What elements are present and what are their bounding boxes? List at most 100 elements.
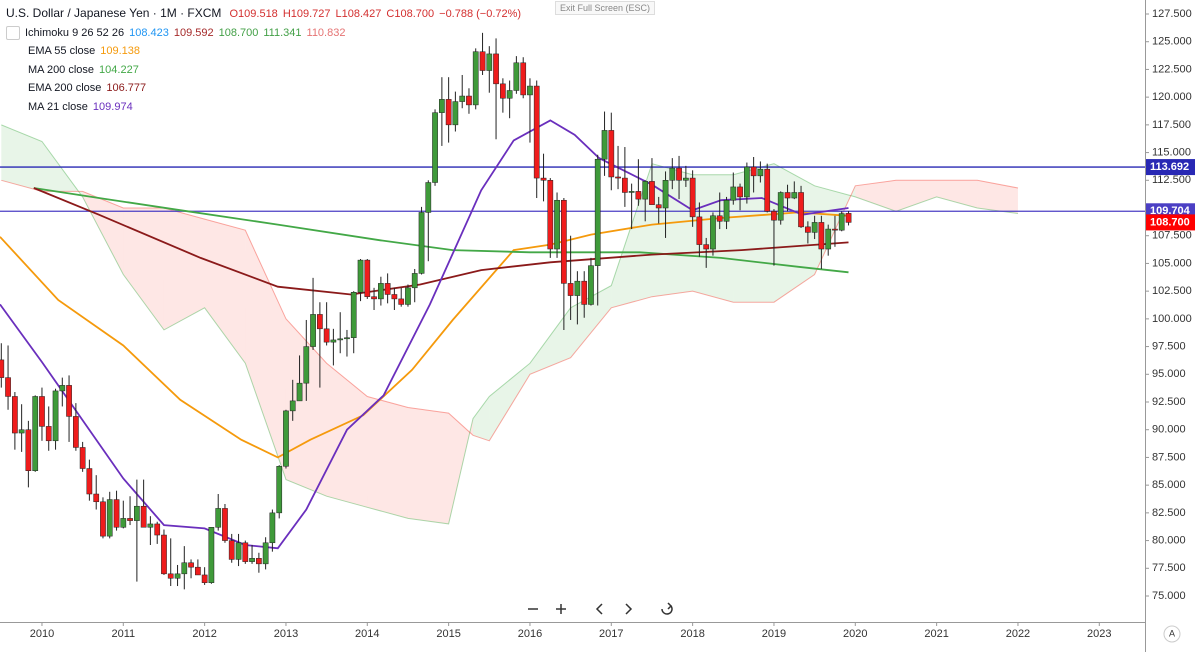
candle-body (777, 192, 784, 221)
y-tick-label: 102.500 (1152, 285, 1192, 297)
candle-body (601, 130, 608, 160)
candle-body (723, 199, 730, 222)
candle-body (466, 95, 472, 106)
candle-body (574, 280, 581, 296)
candle-body (493, 53, 499, 85)
candle-body (350, 292, 357, 338)
auto-scale-label[interactable]: A (1169, 628, 1175, 638)
x-tick-label: 2012 (192, 628, 216, 640)
candle-body (445, 99, 452, 126)
candle-body (215, 508, 222, 528)
candle-body (378, 283, 384, 300)
candle-body (140, 505, 147, 528)
candle-body (432, 112, 438, 183)
indicator-value: 111.341 (263, 26, 302, 39)
candle-body (811, 222, 818, 233)
cloud-fill (204, 219, 246, 364)
candle-body (310, 314, 316, 347)
plot-area (0, 32, 1145, 590)
candle-body (642, 181, 649, 200)
candle-body (479, 51, 486, 71)
indicator-line (33, 187, 849, 274)
candle-body (608, 130, 615, 178)
price-badge-label: 113.692 (1150, 161, 1189, 173)
y-tick-label: 80.000 (1152, 534, 1186, 546)
candle-body (371, 296, 377, 300)
candle-body (628, 191, 635, 193)
candle-body (554, 199, 560, 250)
indicator-value: 108.423 (129, 26, 169, 39)
candle-body (649, 181, 655, 205)
cloud-fill (41, 141, 83, 197)
exit-fullscreen[interactable]: Exit Full Screen (ESC) (555, 1, 656, 15)
collapse-button[interactable] (6, 25, 20, 40)
candle-body (249, 558, 255, 562)
candle-body (805, 226, 811, 233)
candle-body (689, 177, 696, 218)
y-tick-label: 90.000 (1152, 424, 1186, 436)
ohlc-open: O109.518 (229, 8, 278, 20)
candle-body (66, 385, 72, 417)
cloud-fill (285, 318, 327, 497)
x-tick-label: 2022 (1006, 628, 1030, 640)
cloud-span-a (1, 124, 1019, 525)
candle-body (100, 501, 106, 537)
candle-body (676, 167, 682, 181)
scroll-left[interactable] (595, 603, 603, 615)
candle-body (86, 468, 93, 495)
candle-body (18, 429, 25, 434)
candle-body (615, 176, 621, 179)
candle-body (330, 339, 337, 343)
candle-body (784, 192, 791, 199)
indicator-value: 106.777 (106, 82, 147, 94)
candle-body (520, 62, 527, 96)
y-tick-label: 75.000 (1152, 590, 1186, 602)
candle-body (357, 259, 364, 293)
candle-body (269, 512, 276, 544)
candle-body (364, 259, 371, 297)
indicator-name: EMA 200 close (28, 82, 102, 94)
navigation-buttons[interactable] (528, 602, 673, 615)
reset[interactable] (661, 602, 673, 615)
candle-body (161, 534, 167, 575)
candle-body (25, 429, 32, 471)
candle-body (296, 382, 303, 402)
candle-body (703, 244, 710, 250)
y-tick-label: 92.500 (1152, 396, 1186, 408)
candle-body (283, 410, 289, 467)
y-tick-label: 95.000 (1152, 368, 1186, 380)
candle-body (744, 166, 750, 198)
candle-body (32, 396, 39, 471)
auto-scale-button[interactable] (1163, 625, 1181, 643)
candle-body (154, 523, 161, 536)
y-tick-label: 105.000 (1152, 257, 1192, 269)
candle-body (486, 53, 493, 71)
candle-body (561, 199, 567, 284)
candle-body (222, 508, 228, 541)
cloud-fill (367, 396, 408, 519)
candle-body (411, 273, 418, 289)
ichimoku-row: Ichimoku 9 26 52 26 108.423 109.592 108.700… (6, 24, 526, 43)
indicator-name: MA 200 close (28, 63, 95, 76)
y-tick-label: 127.500 (1152, 8, 1192, 20)
candle-body (696, 216, 703, 245)
candle-body (0, 359, 5, 378)
candle-body (289, 400, 296, 412)
candle-body (344, 337, 350, 340)
candle-body (513, 62, 520, 91)
candle-body (120, 518, 127, 528)
candle-body (59, 385, 66, 392)
candle-body (45, 426, 52, 442)
candle-body (594, 158, 601, 266)
y-tick-label: 77.500 (1152, 562, 1186, 574)
x-tick-label: 2020 (843, 628, 867, 640)
x-tick-label: 2015 (436, 628, 460, 640)
candle-body (228, 540, 235, 560)
candle-body (79, 447, 86, 469)
scroll-right[interactable] (625, 603, 633, 615)
cloud-fill (407, 407, 449, 524)
zoom-in[interactable] (556, 604, 566, 614)
candle-body (127, 518, 133, 521)
candle-body (588, 265, 594, 305)
